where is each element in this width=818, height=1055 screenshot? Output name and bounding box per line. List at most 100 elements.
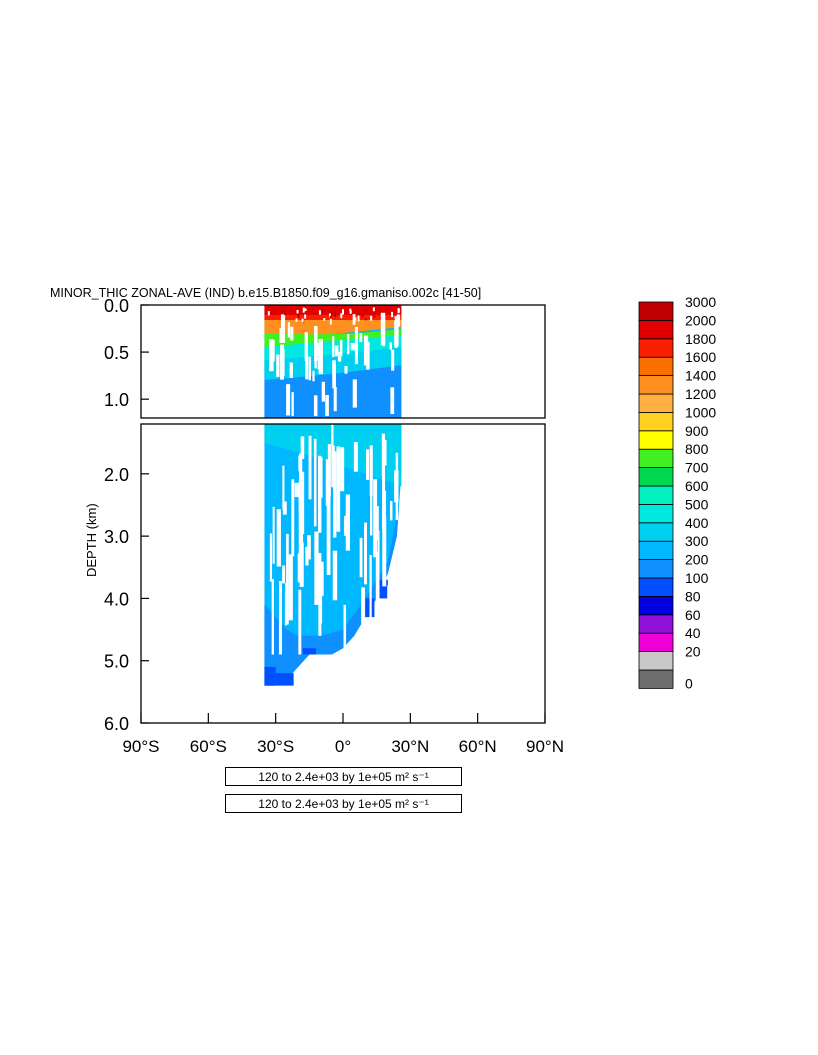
y-tick-label: 0.5 (104, 343, 129, 363)
field-gap (359, 537, 363, 578)
field-gap (300, 519, 304, 559)
field-gap (313, 438, 317, 527)
x-tick-label: 90°S (122, 737, 159, 756)
field-gap (298, 481, 303, 568)
field-speckle (280, 310, 283, 315)
field-speckle (356, 307, 359, 310)
field-speckle (297, 313, 300, 319)
colorbar-label: 300 (685, 533, 709, 549)
field-gap (304, 332, 308, 362)
field-gap (352, 314, 356, 325)
colorbar-swatch (638, 632, 674, 653)
field-gap (370, 475, 373, 536)
field-speckle (318, 310, 321, 315)
field-speckle (394, 316, 397, 319)
upper-panel-frame (140, 304, 546, 419)
y-tick-label: 4.0 (104, 589, 129, 609)
contour-info-box-1: 120 to 2.4e+03 by 1e+05 m² s⁻¹ (225, 767, 462, 786)
field-speckle (391, 311, 394, 318)
field-gap (340, 447, 345, 492)
field-deep-200 (264, 473, 402, 686)
field-speckle (301, 318, 304, 323)
field-gap (343, 515, 346, 536)
colorbar-swatch (638, 503, 674, 524)
field-speckle (340, 313, 343, 319)
field-gap (343, 604, 347, 655)
field-gap (308, 435, 312, 500)
field-speckle (296, 309, 299, 314)
field-speckle (372, 307, 375, 312)
colorbar-swatch (638, 448, 674, 469)
field-gap (318, 338, 323, 375)
field-gap (307, 535, 311, 560)
colorbar-label: 1400 (685, 368, 716, 384)
field-gap (287, 322, 291, 338)
field-surface-2000 (264, 305, 402, 315)
colorbar-swatch (638, 614, 674, 634)
field-gap (280, 349, 285, 376)
field-gap (382, 490, 387, 564)
colorbar-swatch (638, 485, 674, 505)
colorbar-label: 100 (685, 570, 709, 586)
field-speckle (381, 313, 384, 319)
colorbar-label: 1800 (685, 331, 716, 347)
x-tick-label: 90°N (526, 737, 564, 756)
colorbar-label: 700 (685, 460, 709, 476)
y-axis-label: DEPTH (km) (84, 503, 99, 577)
field-gap (317, 455, 322, 533)
field-gap (325, 459, 330, 506)
field-gap (359, 333, 363, 343)
field-gap (336, 446, 341, 532)
field-gap (332, 336, 335, 358)
colorbar-label: 2000 (685, 312, 716, 328)
colorbar-swatch (638, 467, 674, 487)
field-gap (396, 314, 401, 327)
field-gap (394, 470, 399, 503)
colorbar-swatch (638, 651, 674, 671)
field-gap (279, 328, 282, 344)
field-gap (291, 479, 295, 557)
contour-info-box-2: 120 to 2.4e+03 by 1e+05 m² s⁻¹ (225, 794, 462, 813)
field-gap (314, 326, 318, 362)
field-gap (276, 509, 281, 567)
field-gap (394, 317, 398, 349)
field-surface-1600 (264, 315, 402, 320)
colorbar-label: 40 (685, 625, 701, 641)
field-gap (333, 387, 337, 412)
field-gap (298, 589, 302, 655)
field-gap (314, 531, 319, 605)
field-gap (271, 579, 274, 655)
field-gap (282, 501, 287, 515)
field-gap (377, 530, 380, 617)
colorbar-swatch (638, 375, 674, 395)
field-gap (332, 360, 336, 389)
field-gap (300, 436, 305, 459)
field-gap (278, 581, 282, 655)
field-speckle (370, 315, 373, 321)
x-tick-label: 30°S (257, 737, 294, 756)
x-tick-label: 0° (335, 737, 351, 756)
colorbar-label: 1000 (685, 404, 716, 420)
x-tick-label: 60°N (459, 737, 497, 756)
field-gap (387, 585, 390, 634)
field-gap (308, 356, 311, 381)
colorbar-label: 20 (685, 644, 701, 660)
field-gap (318, 553, 322, 636)
field-gap (363, 335, 369, 366)
y-tick-label: 3.0 (104, 527, 129, 547)
y-tick-label: 2.0 (104, 465, 129, 485)
field-speckle (342, 309, 345, 315)
colorbar-swatch (638, 430, 674, 450)
field-speckle (364, 318, 367, 321)
colorbar-swatch (638, 596, 674, 616)
field-gap (331, 424, 334, 488)
chart-title: MINOR_THIC ZONAL-AVE (IND) b.e15.B1850.f… (50, 286, 481, 300)
field-gap (334, 345, 339, 357)
field-gap (321, 381, 326, 402)
colorbar-label: 900 (685, 423, 709, 439)
field-gap (364, 522, 367, 585)
field-step-100 (302, 648, 317, 655)
field-gap (332, 550, 338, 601)
field-gap (344, 365, 348, 374)
field-gap (282, 465, 285, 510)
